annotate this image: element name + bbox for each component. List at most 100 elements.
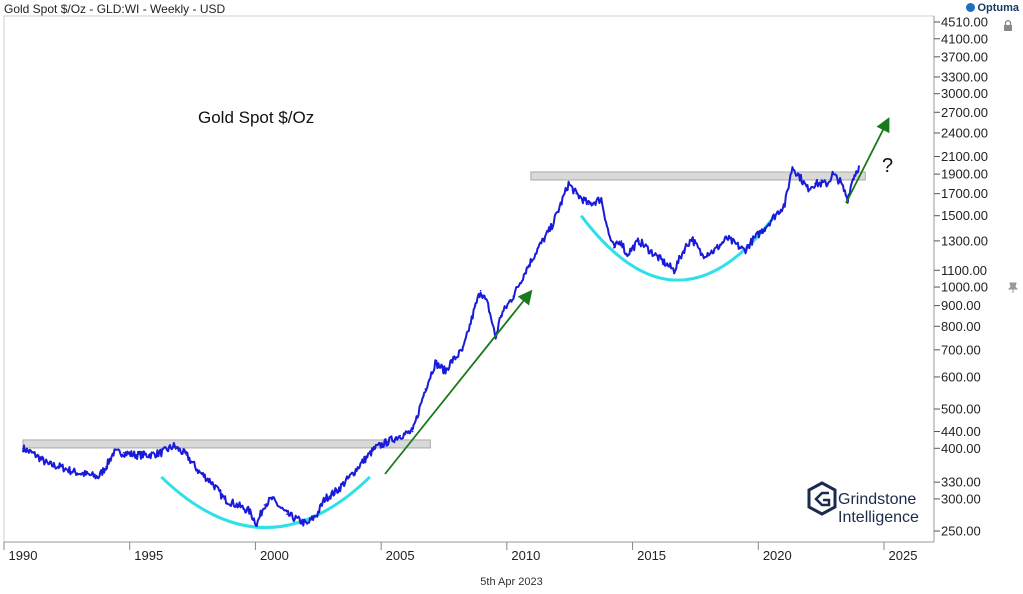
y-tick-label: 1700.00 (941, 186, 988, 201)
data-point (839, 180, 841, 183)
data-point (444, 370, 447, 372)
trend-arrow-0 (384, 289, 533, 475)
data-point (600, 198, 603, 200)
data-point (773, 214, 776, 217)
data-point (386, 441, 389, 443)
data-point (743, 249, 746, 252)
x-tick-label: 2025 (889, 548, 918, 563)
footer-date: 5th Apr 2023 (480, 576, 543, 588)
resistance-band-0 (22, 439, 431, 449)
chart-header-title: Gold Spot $/Oz - GLD:WI - Weekly - USD (4, 2, 226, 16)
plot-frame (3, 15, 935, 543)
data-point (449, 362, 452, 364)
data-point (298, 519, 301, 522)
x-axis-ticks: 1990 1995 2000 2005 2010 2015 2020 2025 (3, 542, 918, 563)
y-tick-label: 2700.00 (941, 105, 988, 120)
grindstone-logo: Grindstone Intelligence (807, 481, 919, 526)
y-tick-label: 330.00 (941, 475, 981, 490)
data-point (256, 523, 258, 525)
series-group (22, 165, 860, 527)
y-tick-label: 3700.00 (941, 49, 988, 64)
trend-arrows (384, 117, 890, 475)
x-tick-label: 1990 (9, 548, 38, 563)
data-point (851, 178, 854, 180)
data-point (673, 269, 675, 272)
data-point (361, 461, 364, 463)
data-point (858, 165, 860, 167)
data-point (479, 289, 482, 292)
data-point (271, 498, 273, 500)
y-tick-label: 1500.00 (941, 208, 988, 223)
chart-label: Gold Spot $/Oz (198, 108, 314, 127)
data-point (575, 192, 577, 195)
logo-line2: Intelligence (838, 509, 919, 526)
lock-icon[interactable] (1003, 20, 1013, 32)
y-tick-label: 2400.00 (941, 126, 988, 141)
data-point (663, 261, 665, 264)
x-tick-label: 2020 (763, 548, 792, 563)
data-point (173, 445, 175, 447)
data-point (147, 454, 150, 456)
y-tick-label: 700.00 (941, 342, 981, 357)
data-point (374, 447, 376, 450)
y-tick-label: 4100.00 (941, 31, 988, 46)
x-tick-label: 2015 (637, 548, 666, 563)
data-point (160, 451, 163, 454)
data-point (487, 304, 489, 307)
resistance-band-1 (530, 171, 866, 181)
brand-name: Optuma (977, 2, 1019, 14)
data-point (135, 454, 137, 456)
y-tick-label: 3000.00 (941, 86, 988, 101)
resistance-bands (22, 171, 866, 449)
data-point (122, 451, 125, 454)
data-point (185, 454, 188, 456)
data-point (512, 295, 515, 297)
data-point (424, 388, 427, 390)
data-point (210, 481, 213, 483)
data-point (323, 498, 326, 500)
data-point (557, 209, 560, 211)
data-point (751, 240, 753, 242)
optuma-icon (966, 3, 976, 12)
data-point (34, 454, 37, 456)
data-point (474, 304, 477, 307)
data-point (638, 240, 640, 242)
data-point (434, 362, 437, 364)
logo-g-icon (814, 491, 831, 507)
data-point (97, 476, 100, 478)
y-tick-label: 2100.00 (941, 149, 988, 164)
x-tick-label: 2000 (260, 548, 289, 563)
data-point (499, 314, 502, 317)
pin-icon[interactable] (1008, 282, 1018, 294)
data-point (814, 182, 816, 185)
data-point (399, 434, 401, 437)
data-point (691, 237, 693, 240)
data-point (286, 513, 288, 516)
y-tick-label: 250.00 (941, 524, 981, 539)
data-point (799, 176, 801, 178)
data-point (791, 166, 794, 168)
data-point (806, 187, 809, 190)
y-tick-label: 900.00 (941, 298, 981, 313)
trend-arrow-1 (845, 117, 890, 204)
arc-1 (579, 214, 776, 282)
y-tick-label: 1100.00 (941, 263, 987, 278)
y-tick-label: 440.00 (941, 424, 981, 439)
data-point (763, 227, 766, 229)
data-point (831, 173, 834, 175)
data-point (826, 182, 829, 185)
data-point (620, 240, 623, 242)
data-point (713, 249, 716, 252)
logo-line1: Grindstone (838, 491, 916, 508)
y-tick-label: 500.00 (941, 402, 981, 417)
data-point (537, 246, 540, 249)
y-tick-label: 300.00 (941, 491, 981, 506)
data-point (613, 246, 615, 249)
brand-logo: Optuma (966, 2, 1019, 14)
question-mark: ? (882, 155, 893, 177)
series-line (22, 165, 860, 527)
data-point (784, 203, 786, 206)
data-point (316, 513, 318, 516)
